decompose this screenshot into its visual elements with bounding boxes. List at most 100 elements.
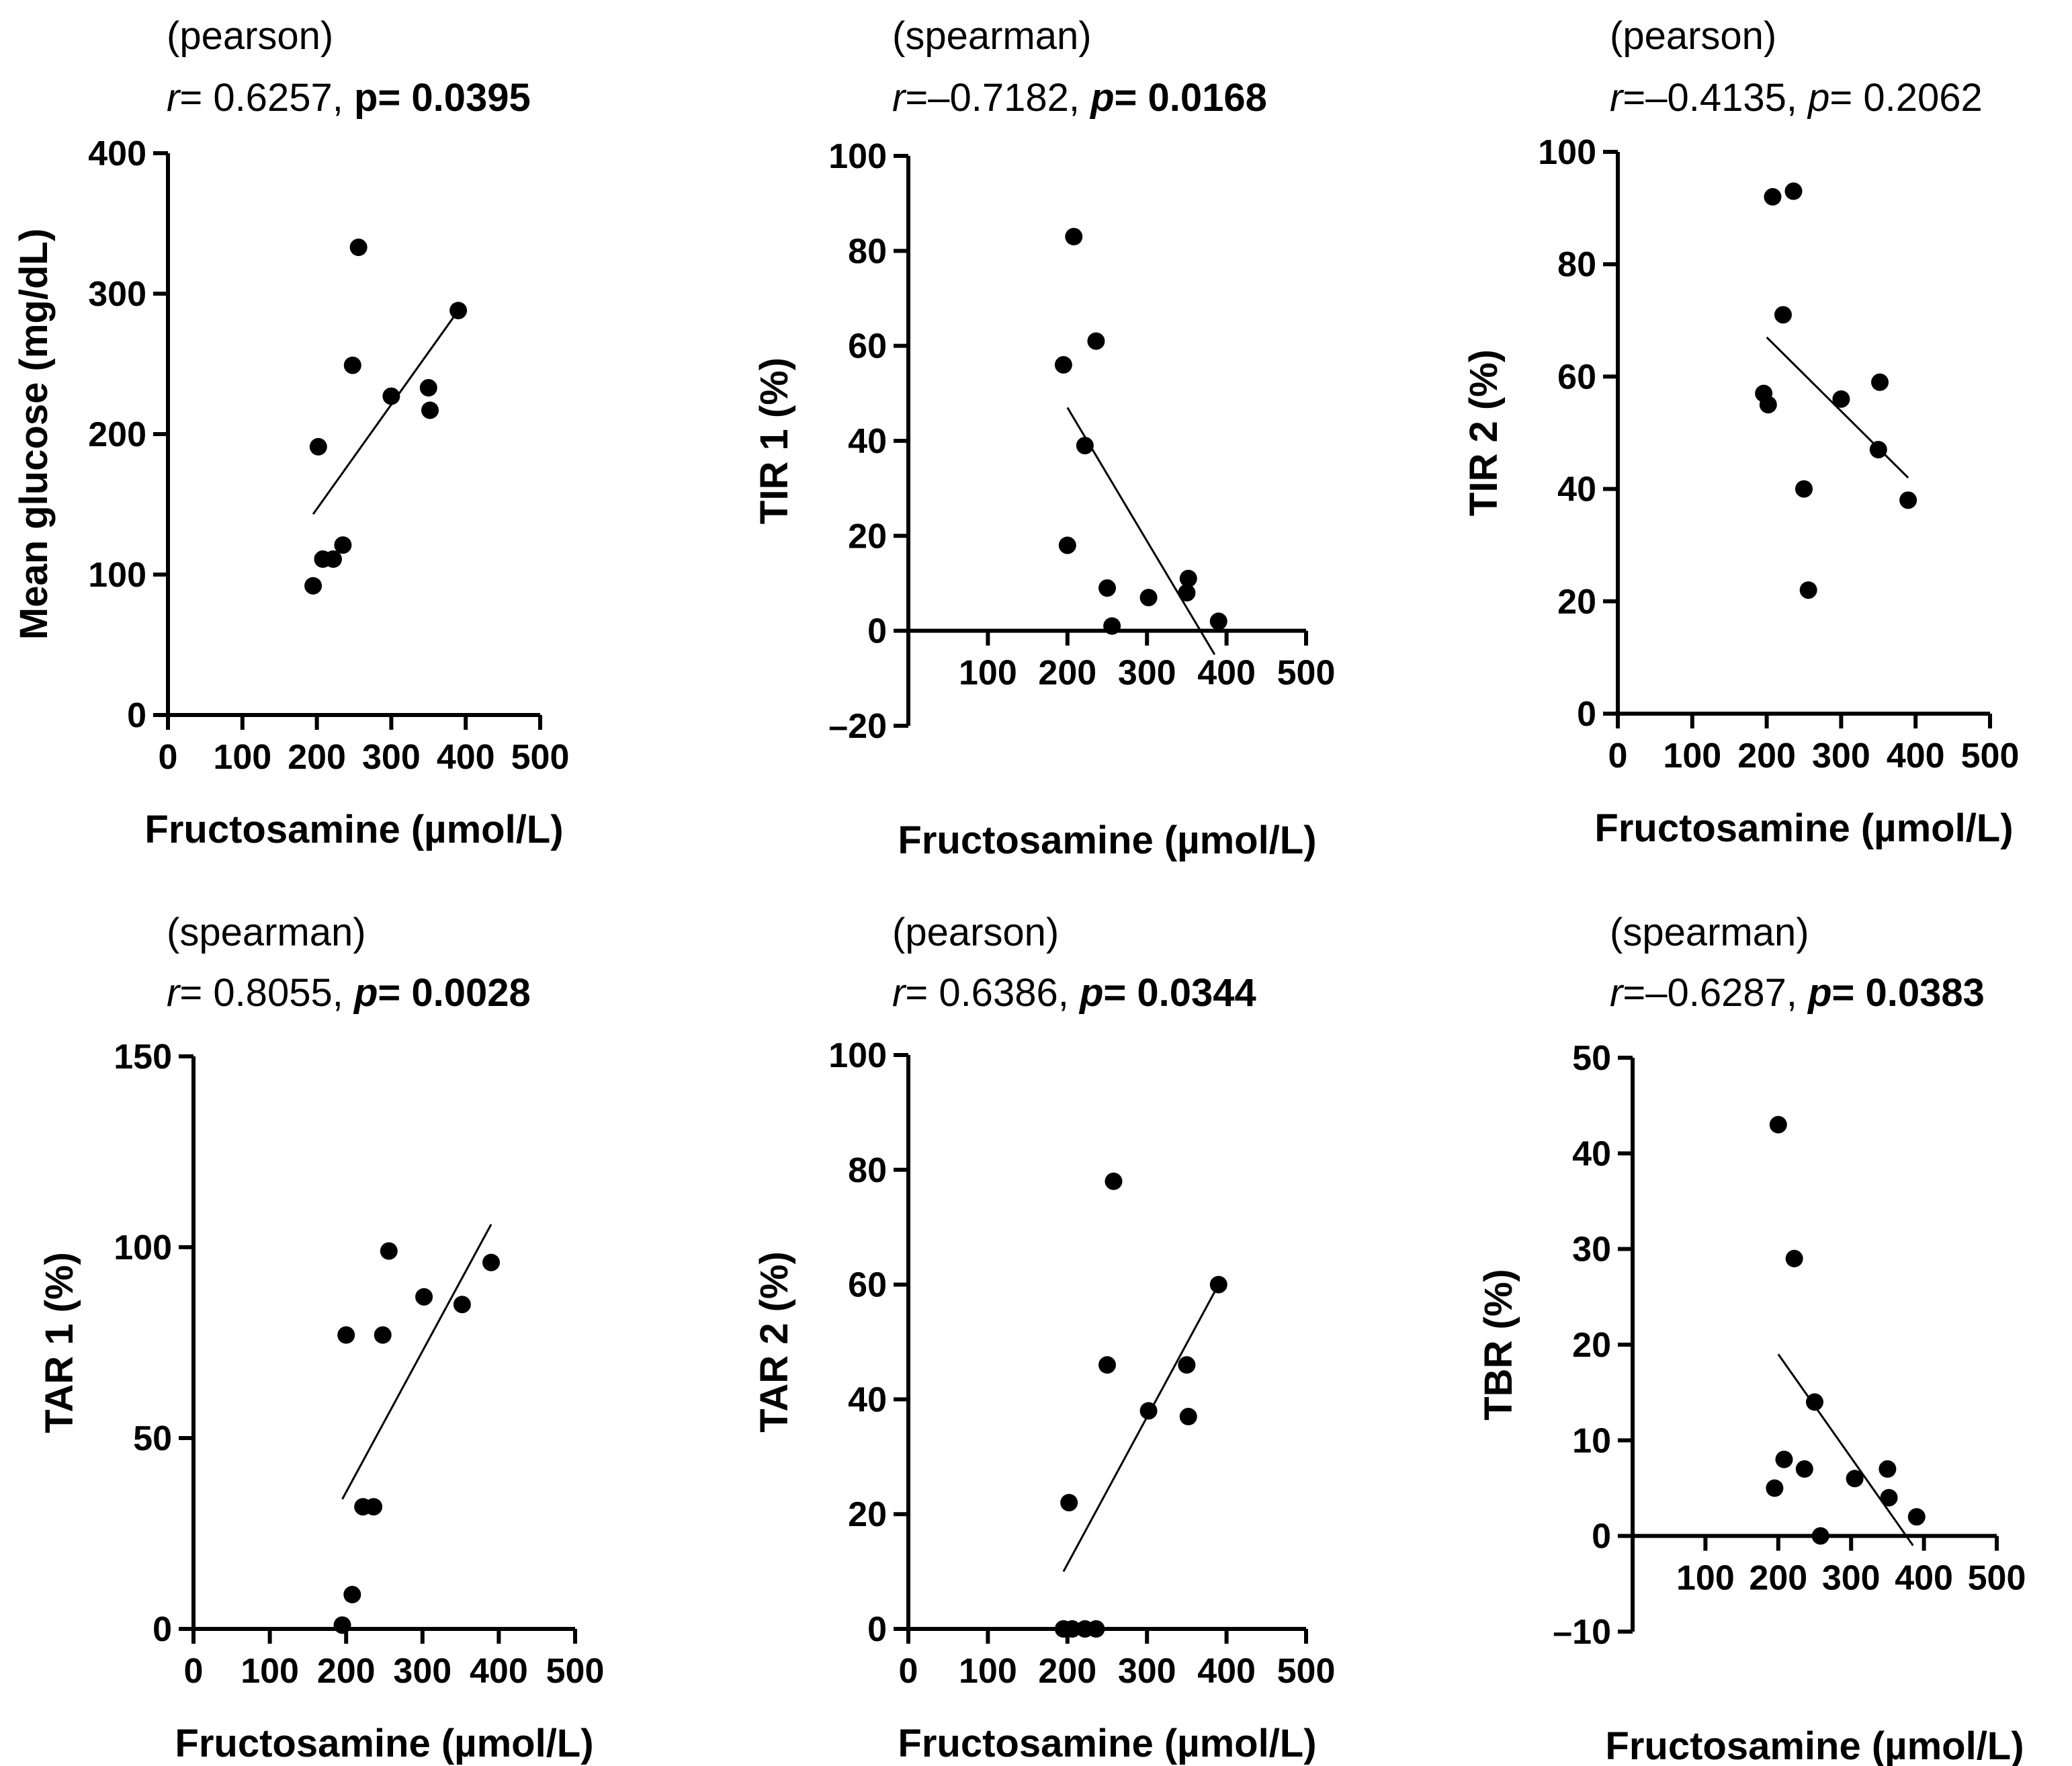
y-tick-label: 0: [127, 696, 146, 735]
correlation-stats: r= 0.6257, p= 0.0395: [167, 75, 531, 120]
y-tick-label: 40: [848, 1380, 887, 1419]
data-point: [365, 1498, 383, 1516]
regression-line: [1766, 336, 1909, 478]
correlation-method: (pearson): [1610, 14, 1777, 58]
y-tick-label: –20: [828, 707, 887, 746]
x-tick-label: 300: [393, 1652, 451, 1691]
data-point: [1179, 569, 1197, 587]
x-tick-label: 0: [899, 1652, 918, 1691]
data-point: [304, 577, 322, 595]
data-point: [1076, 437, 1094, 455]
y-tick-label: 60: [848, 1266, 887, 1305]
x-tick-label: 300: [1118, 1652, 1176, 1691]
x-tick-label: 200: [317, 1652, 376, 1691]
data-point: [453, 1296, 471, 1314]
y-tick-label: 80: [848, 232, 887, 271]
x-tick-label: 200: [1749, 1559, 1807, 1598]
x-axis-label: Fructosamine (µmol/L): [175, 1722, 593, 1765]
r-label: r: [892, 971, 906, 1015]
r-value: =–0.7182,: [905, 76, 1091, 120]
correlation-method: (spearman): [167, 911, 366, 954]
x-tick-label: 500: [546, 1652, 605, 1691]
data-point: [1179, 1408, 1197, 1426]
data-point: [421, 401, 439, 419]
scatter-panel-2: (spearman) r=–0.7182, p= 0.0168 –20 0 20 40 60…: [691, 0, 1381, 883]
y-tick-label: –10: [1553, 1613, 1611, 1652]
y-axis-label: TIR 2 (%): [1462, 349, 1506, 516]
x-tick-label: 0: [159, 738, 178, 777]
p-value: = 0.0383: [1831, 971, 1985, 1015]
x-tick-label: 400: [1197, 1652, 1256, 1691]
data-point: [1774, 306, 1792, 324]
x-tick-label: 400: [1895, 1559, 1953, 1598]
p-value: = 0.0395: [378, 76, 531, 120]
x-tick-label: 300: [1812, 737, 1870, 775]
data-point: [1880, 1488, 1898, 1507]
y-tick-label: 40: [1572, 1134, 1611, 1173]
y-tick-label: 40: [1557, 470, 1596, 509]
data-point: [1098, 579, 1116, 597]
x-tick-label: 0: [184, 1652, 204, 1691]
y-tick-label: 20: [1557, 583, 1596, 622]
correlation-stats: r=–0.6287, p= 0.0383: [1610, 970, 1985, 1015]
x-axis-label: Fructosamine (µmol/L): [144, 808, 563, 851]
data-point: [1054, 355, 1072, 374]
regression-line: [341, 1224, 492, 1500]
r-value: = 0.6386,: [905, 971, 1080, 1015]
p-value: = 0.2062: [1829, 76, 1983, 120]
data-point: [1058, 536, 1076, 554]
correlation-method: (spearman): [1610, 911, 1809, 954]
correlation-stats: r=–0.4135, p= 0.2062: [1610, 75, 1983, 120]
x-tick-label: 100: [959, 1652, 1017, 1691]
r-label: r: [892, 76, 906, 120]
r-value: = 0.8055,: [179, 971, 354, 1015]
data-point: [1087, 332, 1105, 350]
data-point: [1871, 373, 1889, 391]
p-label: p: [1808, 971, 1832, 1015]
p-label: p: [1090, 76, 1115, 120]
correlation-method: (pearson): [167, 14, 334, 58]
x-tick-label: 500: [1961, 737, 2020, 775]
x-tick-label: 500: [511, 738, 570, 777]
x-axis-label: Fructosamine (µmol/L): [1594, 806, 2013, 850]
p-value: = 0.0344: [1103, 971, 1256, 1015]
x-tick-label: 200: [1038, 1652, 1096, 1691]
x-tick-label: 100: [241, 1652, 299, 1691]
data-point: [1139, 589, 1158, 607]
data-point: [1098, 1356, 1116, 1374]
data-point: [324, 550, 342, 569]
y-tick-label: 200: [88, 415, 146, 454]
x-tick-label: 400: [1887, 737, 1945, 775]
data-point: [349, 239, 368, 257]
data-point: [1178, 584, 1196, 602]
data-point: [1899, 491, 1917, 509]
data-point: [1103, 617, 1121, 635]
scatter-panel-5: (pearson) r= 0.6386, p= 0.0344 0 20 40 60 80 10…: [691, 883, 1381, 1766]
y-tick-label: 60: [1557, 358, 1596, 396]
y-tick-label: 150: [114, 1038, 172, 1077]
y-tick-label: 50: [133, 1419, 172, 1458]
data-point: [1209, 612, 1227, 630]
data-point: [1785, 1249, 1803, 1267]
y-tick-label: 0: [867, 612, 887, 651]
x-tick-label: 100: [1676, 1559, 1735, 1598]
y-axis-label: Mean glucose (mg/dL): [12, 228, 56, 640]
x-tick-label: 500: [1968, 1559, 2026, 1598]
data-point: [1811, 1527, 1829, 1545]
y-tick-label: 60: [848, 327, 887, 366]
x-tick-label: 500: [1277, 1652, 1336, 1691]
data-point: [1139, 1402, 1158, 1420]
y-tick-label: 100: [828, 1036, 887, 1075]
y-tick-label: 30: [1572, 1230, 1611, 1269]
data-point: [1105, 1172, 1123, 1190]
data-point: [449, 302, 468, 320]
data-point: [1087, 1620, 1105, 1638]
y-tick-label: 0: [153, 1610, 172, 1649]
p-label: p: [1079, 971, 1104, 1015]
y-tick-label: 80: [848, 1151, 887, 1190]
data-point: [380, 1242, 398, 1260]
x-tick-label: 300: [1822, 1559, 1881, 1598]
y-tick-label: 20: [1572, 1326, 1611, 1365]
data-point: [1869, 441, 1887, 459]
